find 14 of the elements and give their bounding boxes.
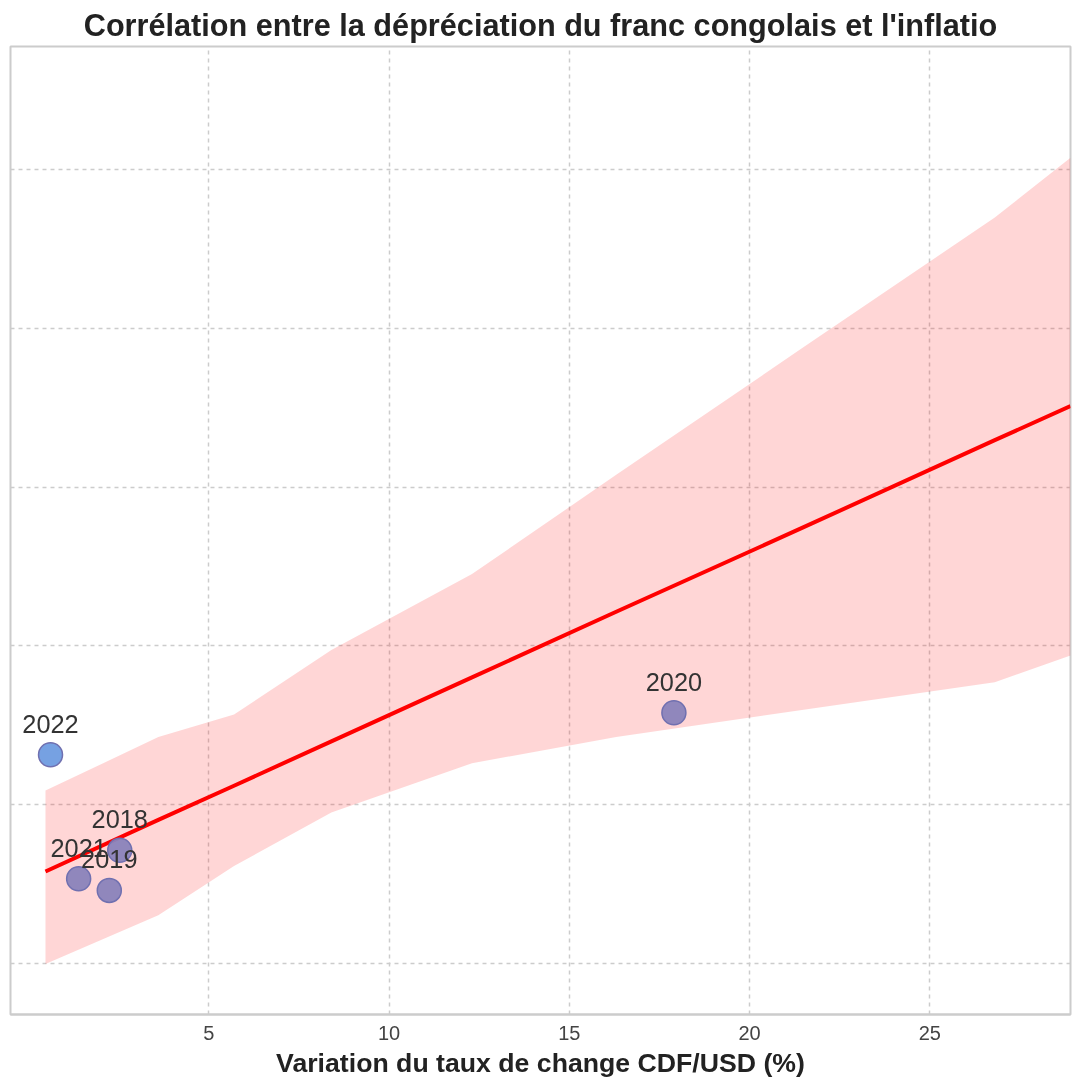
point xyxy=(65,866,92,892)
x-axis-title: Variation du taux de change CDF/USD (%) xyxy=(276,1047,805,1078)
point xyxy=(96,877,123,904)
chart-title: Corrélation entre la dépréciation du franc congolais et l'inflatio xyxy=(83,7,998,43)
x-tick-label: 5 xyxy=(203,1021,215,1044)
annotation: 2020 xyxy=(645,667,703,696)
x-tick-label: 20 xyxy=(738,1021,761,1044)
point xyxy=(661,700,687,726)
x-tick-label: 25 xyxy=(918,1021,942,1044)
x-tick-label: 10 xyxy=(377,1021,401,1044)
point xyxy=(37,741,64,768)
annotation: 2018 xyxy=(91,805,148,834)
x-tick-label: 15 xyxy=(558,1021,581,1044)
annotation: 2022 xyxy=(22,709,79,738)
